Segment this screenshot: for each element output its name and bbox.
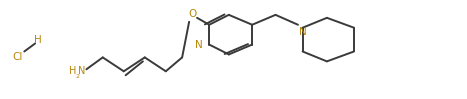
- Text: H: H: [35, 35, 42, 45]
- Text: N: N: [299, 27, 306, 37]
- Text: 2: 2: [75, 74, 79, 79]
- Text: O: O: [189, 9, 197, 19]
- Text: Cl: Cl: [13, 52, 23, 62]
- Text: H: H: [69, 66, 76, 76]
- Text: N: N: [78, 66, 85, 76]
- Text: N: N: [195, 40, 203, 50]
